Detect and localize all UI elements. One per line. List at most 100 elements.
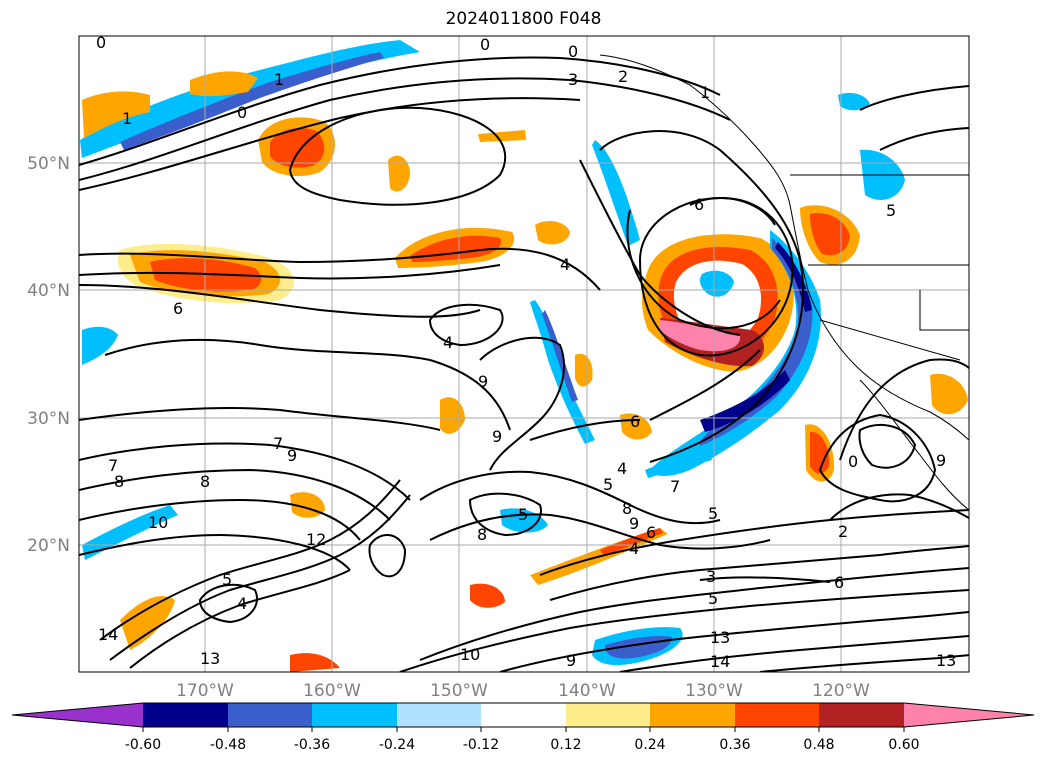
contour-label: 9 — [478, 372, 488, 391]
red-blob-se — [810, 431, 830, 474]
red-jet-streak — [600, 528, 663, 556]
orange-small-mid — [388, 155, 410, 192]
lon-label-160w: 160°W — [303, 681, 361, 701]
orange-small-c2 — [575, 353, 593, 387]
positive-patch-nw2 — [190, 71, 258, 97]
contour-label: 5 — [603, 475, 613, 494]
contour-label: 0 — [480, 35, 490, 54]
contours — [79, 56, 969, 672]
red-small-south — [470, 583, 505, 608]
colorbar-segment — [312, 703, 397, 727]
contour-label: 6 — [630, 412, 640, 431]
contour-label: 1 — [274, 70, 284, 89]
contour-label: 0 — [237, 103, 247, 122]
contour-label: 3 — [706, 567, 716, 586]
contour-label: 14 — [710, 652, 730, 671]
contour-label: 9 — [629, 514, 639, 533]
lat-label-30n: 30°N — [27, 409, 70, 429]
contour-label: 7 — [273, 434, 283, 453]
coastline — [599, 54, 969, 511]
colorbar-segment — [397, 703, 481, 727]
contour-label: 5 — [518, 505, 528, 524]
lat-label-20n: 20°N — [27, 536, 70, 556]
contour-label: 5 — [708, 504, 718, 523]
contour-label: 2 — [618, 67, 628, 86]
colorbar-tick-label: 0.36 — [719, 737, 750, 753]
contour-label: 6 — [834, 573, 844, 592]
contour-label: 0 — [568, 42, 578, 61]
colorbar-tick-label: -0.48 — [210, 737, 246, 753]
contour-label: 7 — [670, 477, 680, 496]
contour-label: 5 — [886, 201, 896, 220]
contour-label: 13 — [710, 628, 730, 647]
contour-label: 9 — [287, 446, 297, 465]
orange-small-center — [535, 220, 570, 245]
lat-label-50n: 50°N — [27, 154, 70, 174]
blue-blob-west — [82, 326, 118, 365]
contour-label: 8 — [477, 525, 487, 544]
map-panel: 0 0 0 3 2 1 0 1 6 4 6 4 9 9 7 9 7 8 8 10 — [78, 33, 970, 673]
contour-label: 7 — [108, 456, 118, 475]
contour-label: 9 — [492, 427, 502, 446]
contour-label: 8 — [622, 499, 632, 518]
map-title: 2024011800 F048 — [445, 9, 602, 29]
contour-label: 4 — [237, 594, 247, 613]
colorbar-tick-label: -0.24 — [379, 737, 415, 753]
lon-label-140w: 140°W — [558, 681, 616, 701]
contour-label: 0 — [96, 33, 106, 52]
positive-patch-nw — [82, 91, 150, 138]
contour-label: 2 — [838, 522, 848, 541]
negative-core-nw — [120, 52, 384, 150]
contour-label: 14 — [98, 625, 118, 644]
low-pink — [660, 320, 741, 352]
colorbar-tick-label: -0.36 — [294, 737, 330, 753]
contour-label: 4 — [629, 539, 639, 558]
lon-label-170w: 170°W — [176, 681, 234, 701]
colorbar-segment — [481, 703, 566, 727]
colorbar-tick-label: -0.60 — [125, 737, 161, 753]
colorbar-segment — [735, 703, 819, 727]
lon-label-150w: 150°W — [430, 681, 488, 701]
contour-label: 1 — [700, 83, 710, 102]
blue-core-south — [542, 310, 578, 402]
contour-label: 6 — [694, 195, 704, 214]
orange-strip-mid — [478, 130, 526, 142]
colorbar-tick-label: 0.24 — [634, 737, 665, 753]
contour-label: 5 — [222, 570, 232, 589]
contour-label: 9 — [566, 651, 576, 670]
colorbar-extend-high — [904, 703, 1034, 727]
map-background — [79, 36, 969, 672]
latitude-labels: 50°N 40°N 30°N 20°N — [27, 154, 70, 556]
colorbar-segment — [566, 703, 650, 727]
blue-jet-streak — [645, 452, 712, 478]
colorbar-tick-label: -0.12 — [463, 737, 499, 753]
colorbar-segment — [228, 703, 312, 727]
contour-label: 6 — [173, 299, 183, 318]
colorbar-extend-low — [12, 703, 143, 727]
blue-small-ne — [838, 92, 870, 111]
contour-label: 8 — [200, 472, 210, 491]
graticule — [79, 36, 969, 672]
contour-label: 8 — [114, 472, 124, 491]
colorbar-tick-label: 0.48 — [803, 737, 834, 753]
contour-label: 10 — [148, 513, 168, 532]
contour-labels: 0 0 0 3 2 1 0 1 6 4 6 4 9 9 7 9 7 8 8 10 — [96, 33, 956, 671]
contour-label: 3 — [568, 70, 578, 89]
orange-blob-e — [930, 373, 968, 415]
colorbar-segment — [819, 703, 904, 727]
navy-core-south — [700, 370, 790, 432]
red-bottom — [290, 653, 340, 672]
red-blob-ne — [810, 212, 850, 256]
contour-label: 5 — [708, 589, 718, 608]
contour-label: 13 — [200, 649, 220, 668]
contour-label: 4 — [617, 459, 627, 478]
colorbar-segment — [650, 703, 735, 727]
orange-blob-sw — [120, 596, 175, 650]
colorbar-tick-label: 0.60 — [888, 737, 919, 753]
lon-label-120w: 120°W — [812, 681, 870, 701]
lat-label-40n: 40°N — [27, 281, 70, 301]
contour-label: 12 — [306, 530, 326, 549]
contour-label: 9 — [936, 451, 946, 470]
lon-label-130w: 130°W — [685, 681, 743, 701]
